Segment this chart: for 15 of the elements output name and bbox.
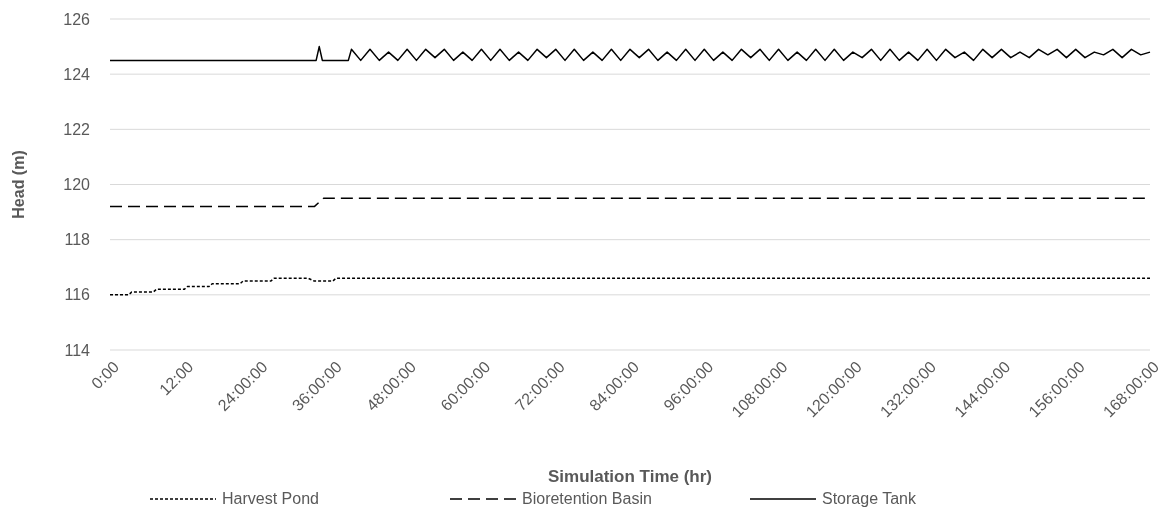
y-tick-label: 122 (63, 120, 91, 138)
y-tick-label: 116 (64, 286, 91, 304)
legend-label: Bioretention Basin (522, 490, 652, 507)
x-axis-title: Simulation Time (hr) (547, 467, 713, 486)
legend-label: Storage Tank (822, 490, 917, 507)
y-axis-title: Head (m) (10, 150, 27, 219)
x-tick-label: 0:00 (88, 357, 123, 393)
y-tick-label: 118 (64, 231, 91, 249)
legend-label: Harvest Pond (222, 490, 319, 507)
y-tick-label: 124 (63, 65, 91, 83)
y-tick-label: 120 (63, 176, 91, 194)
y-tick-label: 126 (63, 10, 91, 28)
line-series (109, 277, 1151, 296)
y-tick-label: 114 (64, 341, 91, 359)
line-series (109, 45, 1151, 62)
